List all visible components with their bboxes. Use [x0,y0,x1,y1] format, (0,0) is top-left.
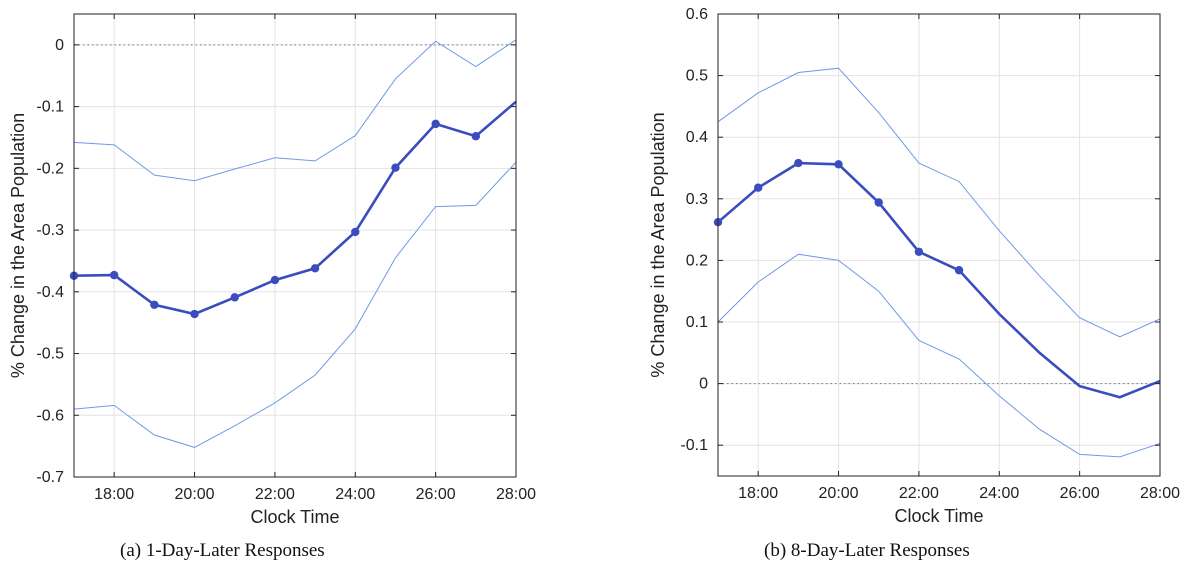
y-tick-label: -0.6 [36,407,64,424]
y-tick-label: -0.3 [36,222,64,239]
chart-panel-1day: 18:00 20:00 22:00 24:00 26:00 28:00 0 -0.1 -0.2 -… [0,0,560,572]
estimate-line [73,100,517,316]
x-tick-label: 18:00 [738,485,778,502]
y-tick-label: -0.2 [36,160,64,177]
y-tick-label: -0.4 [36,284,64,301]
chart-1day: 18:00 20:00 22:00 24:00 26:00 28:00 0 -0.1 -0.2 -… [8,13,536,527]
estimate-point [753,183,763,192]
x-tick-label: 22:00 [255,486,295,503]
estimate-point [391,163,400,172]
estimate-point [914,247,924,256]
estimate-point [431,119,440,129]
y-tick-label: 0.4 [686,129,708,146]
y-axis-label: % Change in the Area Population [8,113,28,378]
estimate-point [794,158,803,168]
confidence-band-lower-line [717,253,1161,458]
plot-frame [73,13,517,478]
chart-panel-8day: 18:00 20:00 22:00 24:00 26:00 28:00 0.6 0.5 0.4 0… [640,0,1192,572]
estimate-line [717,161,1161,399]
confidence-band-upper-line [717,67,1161,338]
y-tick-label: 0.5 [686,68,708,85]
chart-caption: (a) 1-Day-Later Responses [120,540,325,561]
estimate-point [270,275,280,285]
estimate-point [150,300,159,309]
estimate-point [351,227,360,237]
chart-8day: 18:00 20:00 22:00 24:00 26:00 28:00 0.6 0.5 0.4 0… [648,6,1180,526]
estimate-point [954,266,964,275]
estimate-point [230,293,239,302]
x-tick-label: 28:00 [496,486,536,503]
x-tick-label: 24:00 [979,485,1019,502]
estimate-point [190,309,199,319]
y-tick-label: 0.2 [686,252,708,269]
y-tick-label: 0.1 [686,314,708,331]
x-tick-label: 26:00 [416,486,456,503]
confidence-band-lower-line [73,161,517,448]
y-tick-label: -0.7 [36,469,64,486]
y-tick-label: 0 [699,376,708,393]
x-axis-label: Clock Time [894,506,983,526]
plot-frame [717,13,1161,477]
x-tick-label: 18:00 [94,486,134,503]
x-tick-label: 20:00 [819,485,859,502]
x-tick-label: 28:00 [1140,485,1180,502]
x-tick-label: 20:00 [175,486,215,503]
x-axis-label: Clock Time [250,507,339,527]
x-tick-label: 22:00 [899,485,939,502]
estimate-point [834,160,843,169]
y-tick-label: 0 [55,37,64,54]
x-tick-label: 26:00 [1060,485,1100,502]
chart-caption: (b) 8-Day-Later Responses [764,540,970,561]
estimate-point [310,264,320,273]
y-axis-label: % Change in the Area Population [648,112,668,377]
y-tick-label: 0.6 [686,6,708,23]
x-tick-label: 24:00 [335,486,375,503]
confidence-band-upper-line [73,39,517,182]
y-tick-label: -0.5 [36,346,64,363]
estimate-point [471,132,481,141]
estimate-point [874,198,883,207]
estimate-point [109,270,119,280]
y-tick-label: -0.1 [680,437,708,454]
y-tick-label: -0.1 [36,99,64,116]
y-tick-label: 0.3 [686,191,708,208]
